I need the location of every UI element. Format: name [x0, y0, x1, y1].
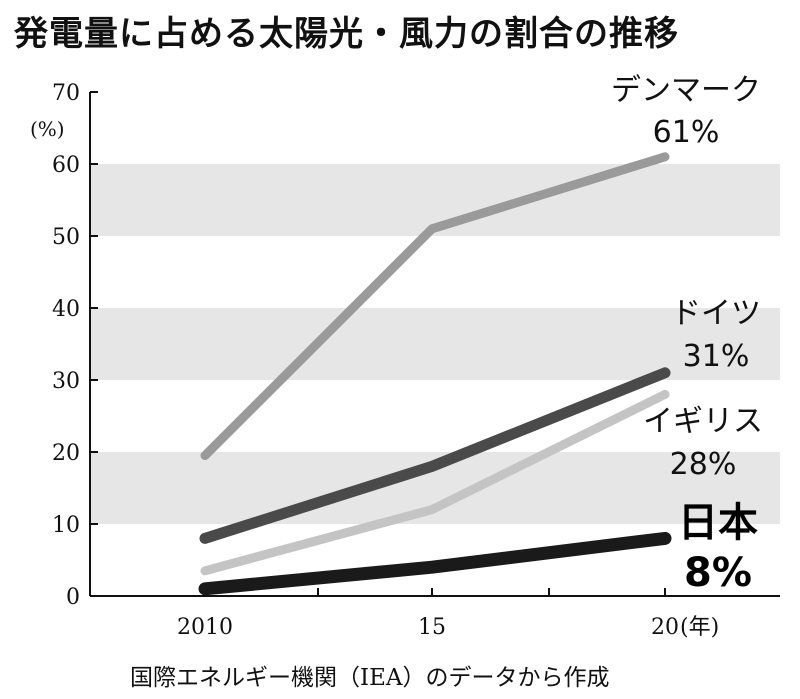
series-line	[200, 152, 670, 461]
x-tick-label: 15	[418, 615, 446, 640]
x-ticks: 2010 15 20 (年)	[177, 588, 719, 640]
x-tick-label: 2010	[177, 615, 233, 640]
grid-bands	[91, 164, 780, 524]
series-name-label: 日本	[678, 500, 758, 546]
source-note: 国際エネルギー機関（IEA）のデータから作成	[130, 665, 610, 691]
series-lines	[198, 152, 672, 596]
series-value-label: 28%	[670, 447, 737, 482]
series-value-label: 61%	[653, 115, 720, 150]
y-tick-label: 20	[52, 441, 80, 466]
y-tick-label: 70	[52, 81, 80, 106]
y-ticks: 0 10 20 30 40 50 60 70	[52, 81, 98, 610]
y-tick-label: 40	[52, 297, 80, 322]
series-labels: デンマーク 61% ドイツ 31% イギリス 28% 日本8%	[611, 73, 763, 596]
series-name-label: イギリス	[643, 404, 763, 439]
series-line	[200, 389, 670, 576]
series-line	[199, 367, 671, 544]
y-tick-label: 50	[52, 225, 80, 250]
y-tick-label: 0	[66, 585, 80, 610]
series-line	[198, 531, 672, 596]
chart-title: 発電量に占める太陽光・風力の割合の推移	[14, 14, 679, 54]
x-unit-label: (年)	[680, 615, 719, 640]
series-name-label: ドイツ	[671, 296, 761, 331]
y-unit-label: (%)	[30, 117, 65, 141]
x-tick-label: 20	[651, 615, 679, 640]
series-value-label: 31%	[683, 339, 750, 374]
series-name-label: デンマーク	[611, 73, 761, 108]
series-value-label: 8%	[684, 550, 752, 596]
y-tick-label: 10	[52, 513, 80, 538]
y-tick-label: 30	[52, 369, 80, 394]
y-tick-label: 60	[52, 153, 80, 178]
